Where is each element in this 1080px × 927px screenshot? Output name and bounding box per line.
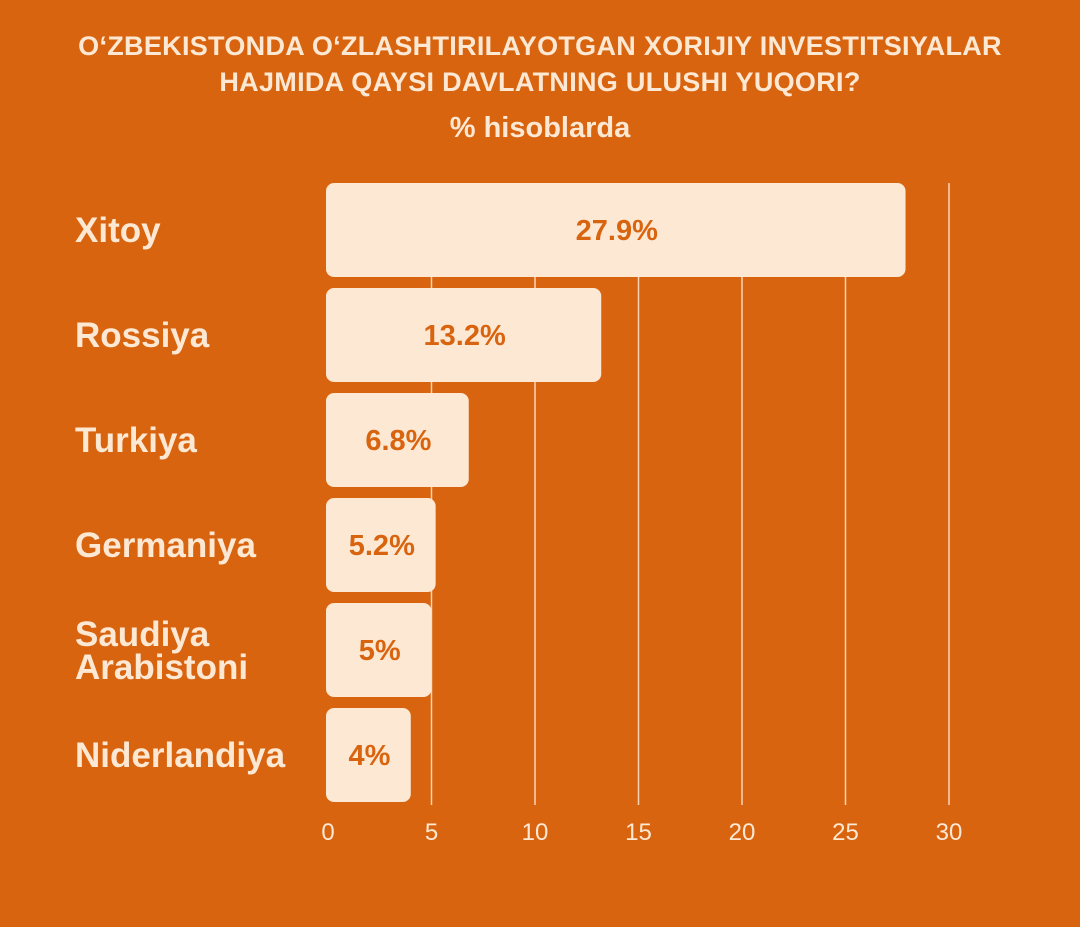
bar-group: 4% Niderlandiya [75,708,411,802]
bar-value-label: 4% [348,740,390,772]
bar [326,708,411,802]
category-label: Turkiya [75,421,197,460]
bar-group: 13.2% Rossiya [75,288,602,382]
category-label: Niderlandiya [75,736,286,775]
bars: 27.9% Xitoy 13.2% Rossiya 6.8% Turkiya 5.2% Ger… [75,183,906,802]
gridlines [430,183,950,805]
category-label: Rossiya [75,316,210,355]
chart-subtitle: % hisoblarda [449,112,631,144]
x-tick-label: 10 [522,819,549,846]
x-tick-label: 20 [729,819,756,846]
bar-group: 6.8% Turkiya [75,393,469,487]
x-tick-label: 0 [321,819,334,846]
bar-group: 5% Saudiya Arabistoni [75,603,432,697]
x-tick-label: 30 [936,819,963,846]
bar [326,393,469,487]
bar-value-label: 13.2% [424,320,506,352]
category-label: Xitoy [75,211,161,250]
chart-title: O‘ZBEKISTONDA O‘ZLASHTIRILAYOTGAN XORIJI… [78,31,1002,97]
category-label: Saudiya Arabistoni [75,615,248,687]
x-axis-ticks: 0 5 10 15 20 25 30 [321,819,962,846]
bar [326,288,602,382]
x-tick-label: 5 [425,819,438,846]
bar-group: 5.2% Germaniya [75,498,436,592]
bar-value-label: 27.9% [576,215,658,247]
bar-group: 27.9% Xitoy [75,183,906,277]
bar [326,603,432,697]
bar-value-label: 5% [359,635,401,667]
bar-value-label: 5.2% [349,530,415,562]
bar [326,183,906,277]
bar-value-label: 6.8% [365,425,431,457]
x-tick-label: 25 [832,819,859,846]
category-label: Germaniya [75,526,256,565]
bar [326,498,436,592]
x-tick-label: 15 [625,819,652,846]
